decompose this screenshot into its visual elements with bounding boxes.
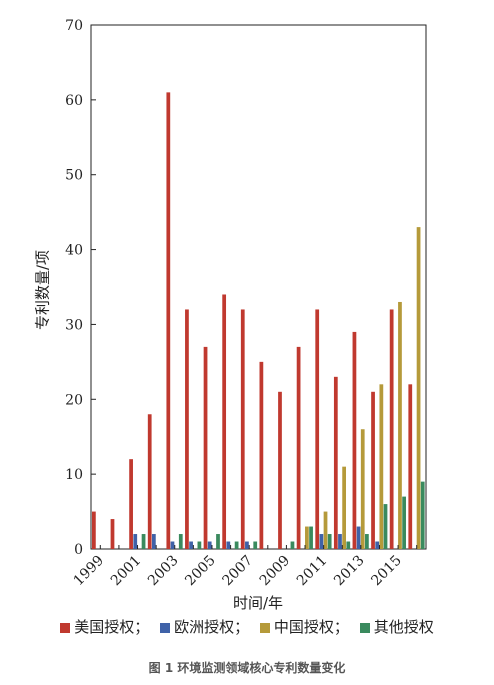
bar-2015-series-0 bbox=[389, 309, 394, 549]
bar-2010-series-3 bbox=[309, 526, 313, 549]
legend-label-other: 其他授权 bbox=[373, 618, 434, 636]
bar-2004-series-1 bbox=[189, 541, 193, 549]
bar-2014-series-2 bbox=[379, 384, 384, 549]
y-axis-label: 专利数量/项 bbox=[33, 249, 52, 331]
legend-item-us: 美国授权； bbox=[60, 616, 149, 637]
x-tick-label: 2011 bbox=[294, 553, 331, 590]
bar-2014-series-1 bbox=[375, 541, 380, 549]
legend-label-cn: 中国授权 bbox=[273, 618, 334, 636]
bar-2013-series-0 bbox=[352, 331, 357, 549]
bar-2009-series-3 bbox=[290, 541, 295, 549]
y-tick-label: 40 bbox=[65, 243, 83, 259]
bar-2005-series-3 bbox=[216, 534, 220, 549]
bar-2003-series-3 bbox=[178, 534, 183, 549]
bar-2010-series-2 bbox=[305, 526, 309, 549]
bar-2009-series-0 bbox=[278, 391, 282, 549]
x-tick-label: 2015 bbox=[368, 553, 405, 590]
bar-2016-series-2 bbox=[416, 227, 421, 549]
y-tick-label: 20 bbox=[65, 392, 83, 408]
bar-2002-series-1 bbox=[151, 534, 156, 549]
legend-item-other: 其他授权 bbox=[359, 616, 434, 637]
bar-2007-series-1 bbox=[245, 541, 249, 549]
bar-2015-series-3 bbox=[402, 496, 406, 549]
bar-2012-series-3 bbox=[346, 541, 351, 549]
x-tick-label: 2009 bbox=[257, 553, 294, 590]
plot-frame bbox=[90, 24, 427, 550]
bar-2001-series-3 bbox=[141, 534, 146, 549]
legend-swatch-us bbox=[60, 623, 71, 633]
bar-2010-series-0 bbox=[296, 346, 301, 549]
bar-2001-series-0 bbox=[129, 459, 133, 549]
legend-swatch-cn bbox=[259, 623, 270, 633]
y-tick-label: 0 bbox=[74, 542, 83, 558]
bar-2001-series-1 bbox=[133, 534, 138, 549]
bar-2002-series-0 bbox=[147, 414, 152, 549]
bar-2011-series-1 bbox=[319, 534, 324, 549]
x-tick-label: 2007 bbox=[220, 553, 257, 590]
bar-2006-series-1 bbox=[226, 541, 231, 549]
bar-2015-series-2 bbox=[398, 301, 402, 549]
bar-2005-series-1 bbox=[207, 541, 212, 549]
bar-2013-series-3 bbox=[365, 534, 369, 549]
legend-item-cn: 中国授权； bbox=[259, 616, 349, 637]
bar-2004-series-3 bbox=[197, 541, 202, 549]
bar-2006-series-0 bbox=[222, 294, 227, 549]
x-tick-label: 2003 bbox=[145, 553, 182, 590]
legend-swatch-eu bbox=[160, 623, 171, 633]
bar-2007-series-0 bbox=[240, 309, 245, 549]
x-tick-label: 2001 bbox=[108, 553, 145, 590]
bar-2013-series-2 bbox=[360, 429, 365, 549]
x-tick-label: 2005 bbox=[182, 553, 219, 590]
bar-2014-series-0 bbox=[371, 391, 375, 549]
y-tick-label: 30 bbox=[65, 317, 83, 333]
bar-2012-series-2 bbox=[342, 466, 347, 549]
bar-2011-series-3 bbox=[327, 534, 332, 549]
y-tick-label: 70 bbox=[65, 18, 83, 34]
bar-2016-series-3 bbox=[420, 481, 425, 549]
bar-1999-series-0 bbox=[92, 511, 96, 549]
bar-2011-series-0 bbox=[315, 309, 320, 549]
bar-2012-series-0 bbox=[333, 376, 338, 549]
legend-swatch-other bbox=[359, 623, 370, 633]
legend-item-eu: 欧洲授权； bbox=[160, 616, 249, 637]
x-axis-label: 时间/年 bbox=[232, 594, 284, 612]
bar-2004-series-0 bbox=[185, 309, 189, 549]
bar-2012-series-1 bbox=[338, 534, 342, 549]
bar-2013-series-1 bbox=[356, 526, 361, 549]
legend: 美国授权； 欧洲授权； 中国授权； 其他授权 bbox=[0, 616, 494, 637]
y-tick-label: 50 bbox=[65, 168, 83, 184]
legend-label-us: 美国授权 bbox=[74, 618, 135, 636]
legend-label-eu: 欧洲授权 bbox=[174, 618, 235, 636]
y-tick-label: 60 bbox=[65, 93, 83, 109]
y-tick-label: 10 bbox=[65, 467, 83, 483]
bar-2003-series-1 bbox=[170, 541, 175, 549]
figure-caption: 图 1 环境监测领域核心专利数量变化 bbox=[148, 661, 346, 675]
bar-2005-series-0 bbox=[203, 346, 208, 549]
bar-2007-series-3 bbox=[253, 541, 258, 549]
bar-2011-series-2 bbox=[323, 511, 328, 549]
bar-2006-series-3 bbox=[234, 541, 239, 549]
bar-2000-series-0 bbox=[110, 519, 115, 549]
bar-2016-series-0 bbox=[408, 384, 413, 549]
bar-2014-series-3 bbox=[383, 504, 388, 549]
x-tick-label: 2013 bbox=[331, 553, 368, 590]
bar-2003-series-0 bbox=[166, 92, 171, 549]
bar-2008-series-0 bbox=[259, 361, 264, 549]
